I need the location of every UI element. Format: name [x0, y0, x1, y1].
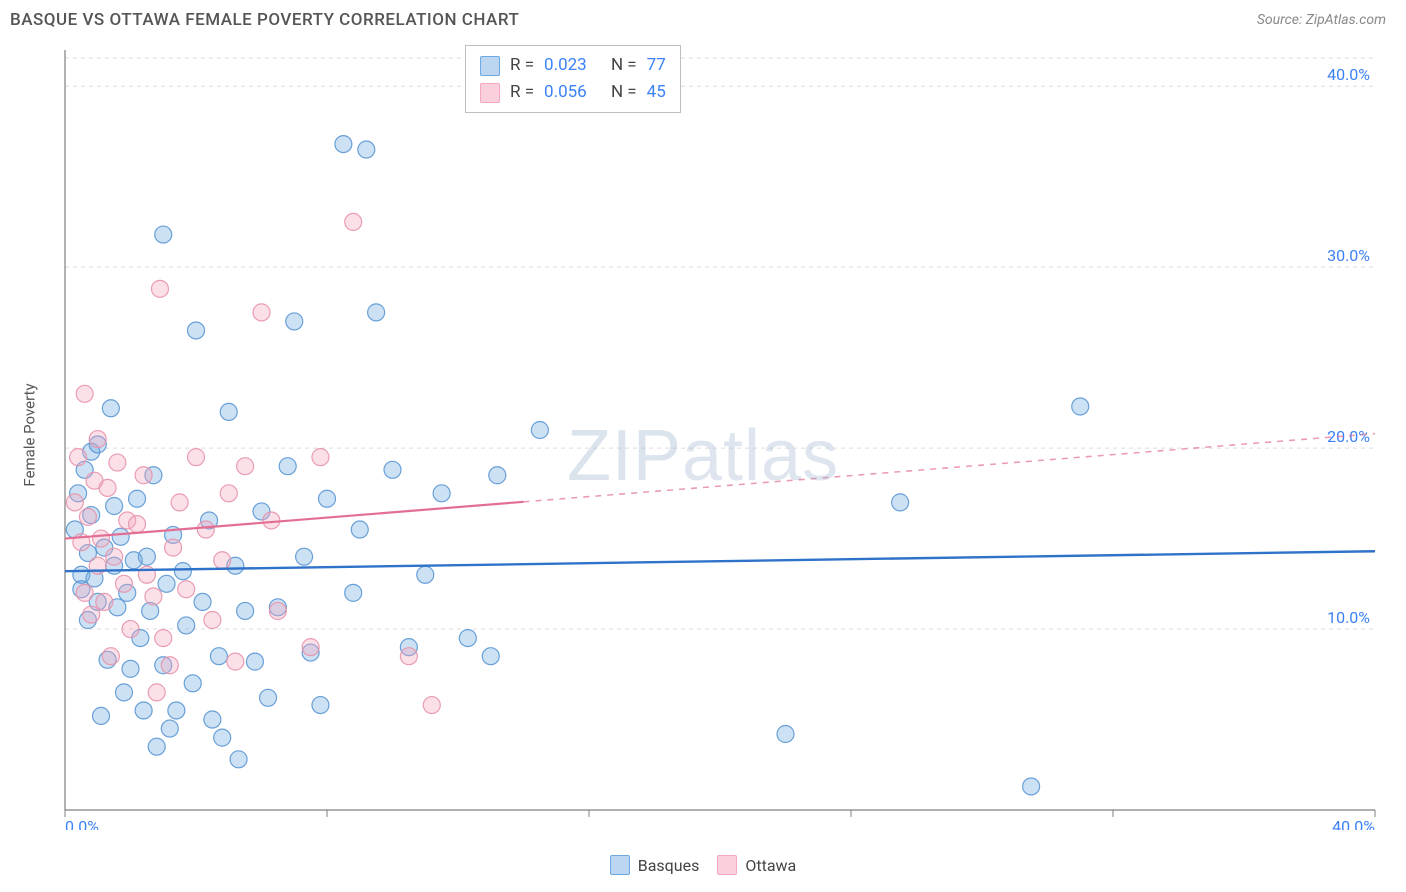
n-value-ottawa: 45 [647, 79, 666, 106]
svg-text:30.0%: 30.0% [1327, 246, 1370, 265]
svg-text:10.0%: 10.0% [1327, 608, 1370, 627]
legend-label-ottawa: Ottawa [745, 856, 796, 875]
header: BASQUE VS OTTAWA FEMALE POVERTY CORRELAT… [0, 0, 1406, 30]
source-label: Source: ZipAtlas.com [1257, 12, 1386, 28]
n-label: N = [611, 52, 637, 79]
chart-title: BASQUE VS OTTAWA FEMALE POVERTY CORRELAT… [10, 10, 519, 30]
y-axis-label: Female Poverty [21, 383, 39, 486]
chart-area: Female Poverty 10.0% 20.0% 30.0% 40.0% 0.0% 4… [15, 40, 1391, 880]
legend-label-basques: Basques [638, 856, 700, 875]
svg-text:20.0%: 20.0% [1327, 427, 1370, 446]
legend-bottom-swatch-ottawa [717, 855, 737, 875]
legend-swatch-basques [480, 56, 500, 76]
r-label: R = [510, 52, 534, 79]
scatter-plot: 10.0% 20.0% 30.0% 40.0% 0.0% 40.0% [55, 40, 1385, 830]
legend-row-ottawa: R = 0.056 N = 45 [480, 79, 666, 106]
n-label: N = [611, 79, 637, 106]
correlation-legend: R = 0.023 N = 77 R = 0.056 N = 45 [465, 45, 681, 113]
r-value-basques: 0.023 [544, 52, 587, 79]
legend-item-ottawa: Ottawa [717, 855, 796, 875]
legend-row-basques: R = 0.023 N = 77 [480, 52, 666, 79]
r-value-ottawa: 0.056 [544, 79, 587, 106]
svg-text:40.0%: 40.0% [1327, 65, 1370, 84]
legend-item-basques: Basques [610, 855, 700, 875]
chart-container: BASQUE VS OTTAWA FEMALE POVERTY CORRELAT… [0, 0, 1406, 892]
legend-bottom-swatch-basques [610, 855, 630, 875]
n-value-basques: 77 [647, 52, 666, 79]
svg-text:40.0%: 40.0% [1332, 817, 1375, 830]
svg-text:0.0%: 0.0% [65, 817, 99, 830]
y-axis-label-wrap: Female Poverty [15, 40, 45, 830]
series-legend: Basques Ottawa [15, 850, 1391, 880]
r-label: R = [510, 79, 534, 106]
legend-swatch-ottawa [480, 83, 500, 103]
